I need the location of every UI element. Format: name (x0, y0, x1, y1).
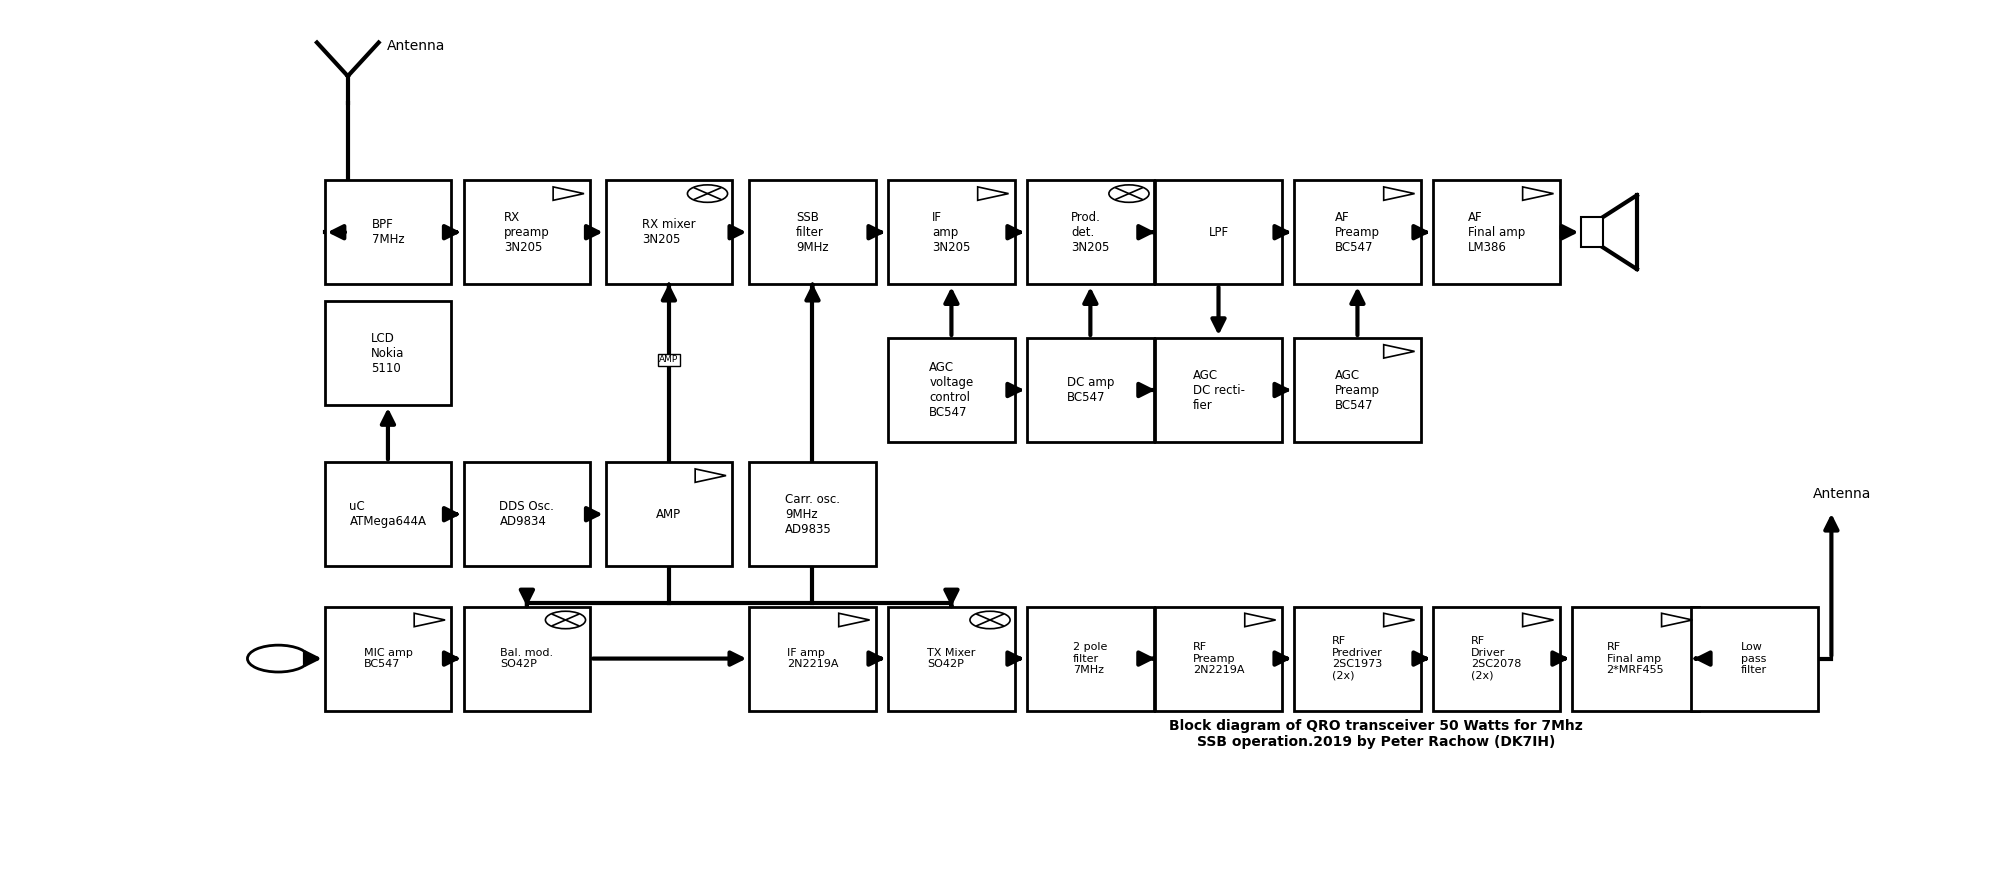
Text: IF
amp
3N205: IF amp 3N205 (932, 211, 970, 254)
FancyBboxPatch shape (606, 181, 733, 284)
FancyBboxPatch shape (888, 181, 1014, 284)
Text: AF
Preamp
BC547: AF Preamp BC547 (1335, 211, 1380, 254)
Text: Block diagram of QRO transceiver 50 Watts for 7Mhz
SSB operation.2019 by Peter R: Block diagram of QRO transceiver 50 Watt… (1169, 719, 1584, 749)
Text: BPF
7MHz: BPF 7MHz (373, 218, 404, 246)
Text: AGC
DC recti-
fier: AGC DC recti- fier (1193, 369, 1245, 412)
Text: RF
Final amp
2*MRF455: RF Final amp 2*MRF455 (1606, 642, 1663, 675)
Text: Bal. mod.
SO42P: Bal. mod. SO42P (500, 648, 554, 670)
Text: uC
ATMega644A: uC ATMega644A (349, 501, 426, 528)
Text: Low
pass
filter: Low pass filter (1741, 642, 1767, 675)
FancyBboxPatch shape (1028, 338, 1153, 442)
FancyBboxPatch shape (1572, 607, 1699, 711)
FancyBboxPatch shape (888, 607, 1014, 711)
Text: RF
Preamp
2N2219A: RF Preamp 2N2219A (1193, 642, 1245, 675)
Text: Carr. osc.
9MHz
AD9835: Carr. osc. 9MHz AD9835 (785, 493, 841, 535)
FancyBboxPatch shape (325, 607, 452, 711)
Text: RX
preamp
3N205: RX preamp 3N205 (504, 211, 550, 254)
FancyBboxPatch shape (325, 301, 452, 405)
FancyBboxPatch shape (1432, 181, 1560, 284)
FancyBboxPatch shape (1295, 181, 1420, 284)
Text: LCD
Nokia
5110: LCD Nokia 5110 (371, 331, 404, 375)
Text: AF
Final amp
LM386: AF Final amp LM386 (1468, 211, 1526, 254)
Text: AMP: AMP (655, 508, 681, 521)
Text: RX mixer
3N205: RX mixer 3N205 (641, 218, 695, 246)
FancyBboxPatch shape (888, 338, 1014, 442)
Text: DDS Osc.
AD9834: DDS Osc. AD9834 (500, 501, 554, 528)
Text: AGC
voltage
control
BC547: AGC voltage control BC547 (930, 361, 974, 419)
Text: Prod.
det.
3N205: Prod. det. 3N205 (1072, 211, 1110, 254)
Text: RF
Predriver
2SC1973
(2x): RF Predriver 2SC1973 (2x) (1333, 637, 1382, 681)
Text: LPF: LPF (1209, 226, 1229, 239)
Text: AGC
Preamp
BC547: AGC Preamp BC547 (1335, 369, 1380, 412)
FancyBboxPatch shape (464, 462, 590, 566)
Text: MIC amp
BC547: MIC amp BC547 (363, 648, 412, 670)
FancyBboxPatch shape (325, 462, 452, 566)
FancyBboxPatch shape (606, 462, 733, 566)
FancyBboxPatch shape (1432, 607, 1560, 711)
Text: IF amp
2N2219A: IF amp 2N2219A (787, 648, 839, 670)
FancyBboxPatch shape (464, 607, 590, 711)
FancyBboxPatch shape (1028, 181, 1153, 284)
FancyBboxPatch shape (325, 181, 452, 284)
Bar (1582, 217, 1604, 248)
FancyBboxPatch shape (1155, 338, 1281, 442)
Text: Antenna: Antenna (1813, 487, 1870, 501)
FancyBboxPatch shape (749, 181, 876, 284)
Text: AMP: AMP (659, 355, 679, 364)
FancyBboxPatch shape (749, 607, 876, 711)
Text: SSB
filter
9MHz: SSB filter 9MHz (797, 211, 829, 254)
Text: DC amp
BC547: DC amp BC547 (1066, 376, 1114, 404)
FancyBboxPatch shape (1155, 607, 1281, 711)
Text: Antenna: Antenna (386, 39, 444, 53)
Text: RF
Driver
2SC2078
(2x): RF Driver 2SC2078 (2x) (1472, 637, 1522, 681)
FancyBboxPatch shape (464, 181, 590, 284)
FancyBboxPatch shape (1295, 338, 1420, 442)
Text: 2 pole
filter
7MHz: 2 pole filter 7MHz (1074, 642, 1108, 675)
FancyBboxPatch shape (1691, 607, 1817, 711)
FancyBboxPatch shape (1028, 607, 1153, 711)
FancyBboxPatch shape (749, 462, 876, 566)
Text: TX Mixer
SO42P: TX Mixer SO42P (926, 648, 976, 670)
FancyBboxPatch shape (1155, 181, 1281, 284)
FancyBboxPatch shape (1295, 607, 1420, 711)
